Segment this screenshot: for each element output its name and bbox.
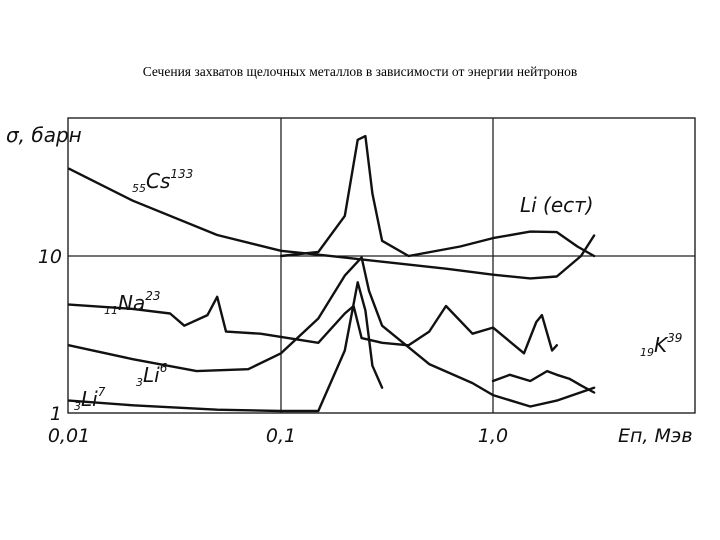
series-line-li (279, 134, 596, 258)
series-label-symbol: Li (ест) (520, 193, 594, 217)
series-label-superscript: 7 (98, 385, 106, 399)
series-label-subscript: 19 (640, 346, 654, 359)
series-line-19k39 (491, 369, 596, 394)
series-label-3li7: 3Li7 (74, 385, 106, 413)
series-label-19k39: 19K39 (640, 331, 682, 359)
series-line-55cs133 (68, 167, 596, 280)
series-label-3li6: 3Li6 (136, 361, 168, 389)
series-label-symbol: Cs (146, 169, 170, 193)
series-line-11na23 (68, 295, 558, 355)
series-label-11na23: 11Na23 (104, 289, 161, 317)
series-label-subscript: 55 (132, 182, 146, 195)
x-axis-label: Eп, Мэв (618, 425, 693, 447)
plot-frame (67, 117, 696, 414)
series-label-superscript: 133 (170, 167, 193, 181)
series-label-55cs133: 55Cs133 (132, 167, 193, 195)
y-tick-label: 10 (38, 246, 62, 268)
series-label-subscript: 3 (136, 376, 143, 389)
slide-title: Сечения захватов щелочных металлов в зав… (142, 64, 578, 79)
series-label-symbol: Na (118, 291, 145, 315)
series-label-superscript: 39 (667, 331, 682, 345)
y-tick-label: 1 (50, 403, 62, 425)
series-label-subscript: 11 (104, 304, 118, 317)
series-line-3li6 (68, 256, 596, 408)
series-label-superscript: 6 (160, 361, 168, 375)
series-label-symbol: Li (143, 363, 160, 387)
series-label-superscript: 23 (145, 289, 160, 303)
series-line-3li7 (68, 281, 384, 413)
series-label-subscript: 3 (74, 400, 81, 413)
x-tick-label: 1,0 (478, 425, 508, 447)
series-label-symbol: K (654, 333, 669, 357)
x-tick-label: 0,1 (266, 425, 296, 447)
series-label-symbol: Li (81, 387, 98, 411)
x-tick-label: 0,01 (48, 425, 90, 447)
series-label-li: Li (ест) (520, 193, 594, 217)
y-axis-label: σ, барн (6, 123, 82, 147)
